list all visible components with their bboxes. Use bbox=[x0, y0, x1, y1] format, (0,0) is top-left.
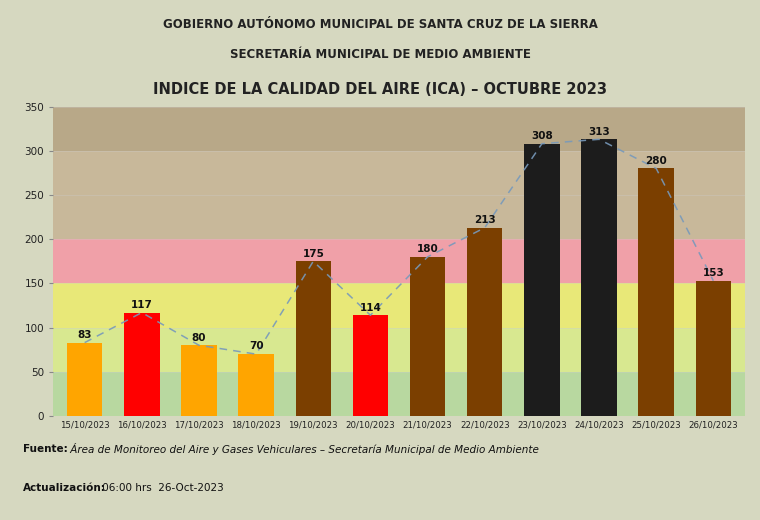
Bar bbox=[296, 261, 331, 416]
Text: 313: 313 bbox=[588, 127, 610, 137]
Text: 308: 308 bbox=[531, 131, 553, 141]
Bar bbox=[239, 354, 274, 416]
Text: Actualización:: Actualización: bbox=[23, 484, 106, 493]
Bar bbox=[53, 328, 745, 372]
Bar bbox=[53, 151, 745, 239]
Text: 280: 280 bbox=[645, 156, 667, 166]
Bar bbox=[467, 228, 502, 416]
Text: 80: 80 bbox=[192, 333, 206, 343]
Text: 114: 114 bbox=[359, 303, 382, 313]
Text: Fuente:: Fuente: bbox=[23, 444, 68, 454]
Text: INDICE DE LA CALIDAD DEL AIRE (ICA) – OCTUBRE 2023: INDICE DE LA CALIDAD DEL AIRE (ICA) – OC… bbox=[153, 82, 607, 97]
Bar bbox=[124, 313, 160, 416]
Text: 70: 70 bbox=[249, 342, 264, 352]
Text: 117: 117 bbox=[131, 300, 153, 310]
Bar bbox=[581, 139, 617, 416]
Bar bbox=[695, 281, 731, 416]
Text: GOBIERNO AUTÓNOMO MUNICIPAL DE SANTA CRUZ DE LA SIERRA: GOBIERNO AUTÓNOMO MUNICIPAL DE SANTA CRU… bbox=[163, 18, 597, 31]
Bar bbox=[53, 239, 745, 283]
Bar bbox=[524, 144, 559, 416]
Bar bbox=[353, 315, 388, 416]
Bar bbox=[53, 107, 745, 151]
Text: 153: 153 bbox=[702, 268, 724, 278]
Bar bbox=[181, 345, 217, 416]
Text: 180: 180 bbox=[416, 244, 439, 254]
Text: Área de Monitoreo del Aire y Gases Vehiculares – Secretaría Municipal de Medio A: Área de Monitoreo del Aire y Gases Vehic… bbox=[67, 443, 539, 455]
Text: 175: 175 bbox=[302, 249, 325, 258]
Bar bbox=[67, 343, 103, 416]
Bar bbox=[638, 168, 674, 416]
Bar bbox=[410, 257, 445, 416]
Text: SECRETARÍA MUNICIPAL DE MEDIO AMBIENTE: SECRETARÍA MUNICIPAL DE MEDIO AMBIENTE bbox=[230, 48, 530, 61]
Bar bbox=[53, 283, 745, 328]
Text: 83: 83 bbox=[78, 330, 92, 340]
Text: 213: 213 bbox=[474, 215, 496, 225]
Text: 06:00 hrs  26-Oct-2023: 06:00 hrs 26-Oct-2023 bbox=[99, 484, 223, 493]
Bar bbox=[53, 372, 745, 416]
